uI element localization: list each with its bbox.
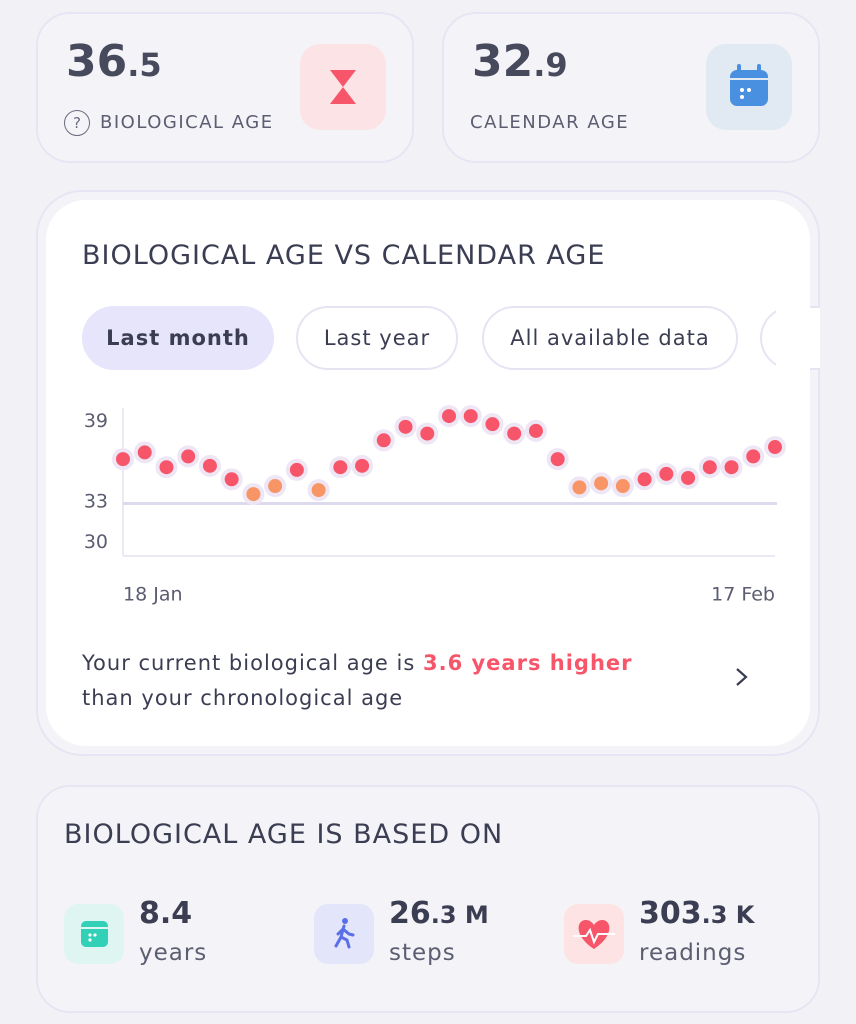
point bbox=[307, 479, 330, 502]
stat-value: 303.3 K bbox=[639, 896, 754, 931]
stat-value: 26.3 M bbox=[389, 896, 489, 931]
value: 32 bbox=[472, 36, 534, 87]
message-highlight: 3.6 years higher bbox=[422, 651, 633, 675]
point bbox=[459, 405, 482, 428]
point bbox=[133, 441, 156, 464]
stat-label: readings bbox=[639, 940, 747, 966]
point bbox=[655, 462, 678, 485]
point bbox=[416, 422, 439, 445]
point bbox=[611, 475, 634, 498]
tab[interactable]: Last month bbox=[82, 306, 274, 370]
stat-label: years bbox=[139, 940, 208, 966]
y-tick-label: 30 bbox=[84, 531, 108, 553]
point bbox=[198, 454, 221, 477]
point bbox=[568, 476, 591, 499]
value-unit: .3 K bbox=[701, 901, 755, 929]
point bbox=[742, 445, 765, 468]
bio-age-label: BIOLOGICAL AGE bbox=[100, 112, 274, 133]
message-text: Your current biological age is bbox=[82, 651, 416, 675]
point bbox=[481, 413, 504, 436]
hourglass-icon bbox=[300, 44, 386, 130]
point bbox=[633, 468, 656, 491]
point bbox=[764, 436, 786, 459]
point bbox=[264, 475, 287, 498]
point bbox=[372, 429, 395, 452]
steps-icon bbox=[314, 904, 374, 964]
stat-value: 8.4 bbox=[139, 896, 192, 931]
point bbox=[177, 445, 200, 468]
tab[interactable]: Last year bbox=[296, 306, 458, 370]
chart-title: BIOLOGICAL AGE VS CALENDAR AGE bbox=[82, 240, 606, 271]
value-decimal: .5 bbox=[127, 46, 162, 84]
y-tick-label: 33 bbox=[84, 491, 108, 513]
point bbox=[590, 472, 613, 495]
heart-icon bbox=[564, 904, 624, 964]
calendar-icon bbox=[706, 44, 792, 130]
section-title: BIOLOGICAL AGE IS BASED ON bbox=[64, 819, 504, 850]
help-icon[interactable]: ? bbox=[64, 110, 90, 136]
point bbox=[155, 456, 178, 479]
point bbox=[524, 419, 547, 442]
point bbox=[112, 448, 134, 471]
value-decimal: .9 bbox=[533, 46, 568, 84]
bio-age-card: 36.5 ? BIOLOGICAL AGE bbox=[36, 12, 414, 163]
tab-mask bbox=[776, 300, 810, 380]
y-tick-label: 39 bbox=[84, 410, 108, 432]
stat-label: steps bbox=[389, 940, 456, 966]
tab[interactable]: All available data bbox=[482, 306, 738, 370]
point bbox=[503, 422, 526, 445]
point bbox=[394, 415, 417, 438]
message[interactable]: Your current biological age is 3.6 years… bbox=[82, 646, 633, 716]
point bbox=[220, 468, 243, 491]
value: 26 bbox=[389, 896, 431, 931]
bio-age-value: 36.5 bbox=[66, 36, 162, 87]
message-text: than your chronological age bbox=[82, 686, 404, 710]
years-icon bbox=[64, 904, 124, 964]
point bbox=[351, 454, 374, 477]
hourglass bbox=[330, 70, 356, 104]
cal-age-value: 32.9 bbox=[472, 36, 568, 87]
point bbox=[285, 458, 308, 481]
x-tick-label: 17 Feb bbox=[711, 584, 775, 606]
point bbox=[720, 456, 743, 479]
based-on-card: BIOLOGICAL AGE IS BASED ON bbox=[36, 785, 820, 1013]
value-unit: .3 M bbox=[430, 901, 489, 929]
point bbox=[698, 456, 721, 479]
point bbox=[329, 456, 352, 479]
calendar bbox=[730, 64, 768, 106]
value: 303 bbox=[639, 896, 702, 931]
value: 36 bbox=[66, 36, 128, 87]
point bbox=[546, 448, 569, 471]
point bbox=[677, 466, 700, 489]
point bbox=[242, 483, 265, 506]
point bbox=[438, 405, 460, 428]
x-tick-label: 18 Jan bbox=[123, 584, 183, 606]
chevron[interactable] bbox=[732, 666, 752, 688]
cal-age-card: 32.9 CALENDAR AGE bbox=[442, 12, 820, 163]
value: 8.4 bbox=[139, 896, 193, 931]
cal-age-label: CALENDAR AGE bbox=[470, 112, 630, 133]
